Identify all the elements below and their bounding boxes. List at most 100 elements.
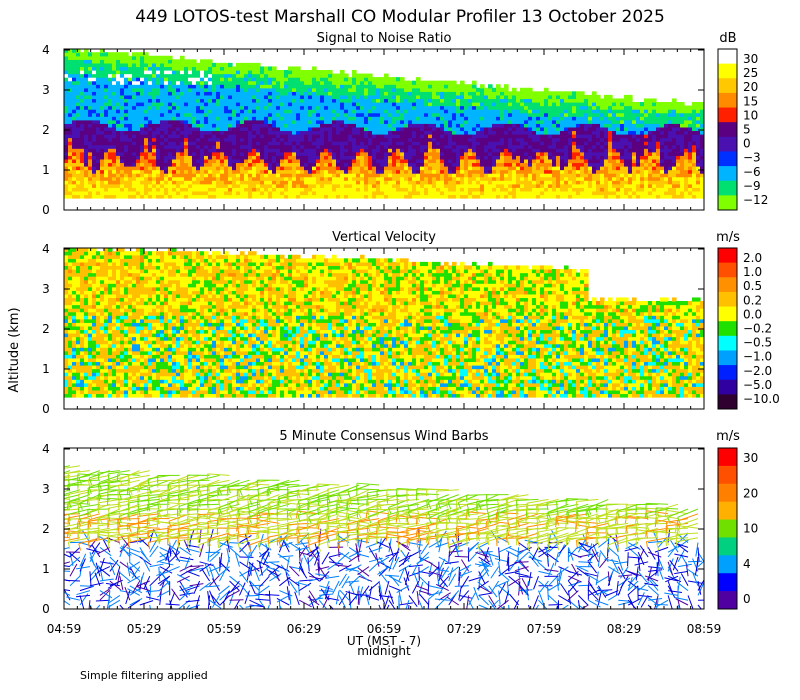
snr-cell (72, 166, 77, 171)
snr-cell (184, 62, 189, 68)
snr-cell (524, 105, 529, 110)
snr-cell (260, 180, 265, 185)
snr-cell (396, 123, 401, 128)
snr-cell (500, 162, 505, 167)
snr-cell (388, 80, 393, 85)
snr-cell (296, 94, 301, 100)
snr-cell (580, 94, 585, 100)
snr-cell (532, 130, 537, 135)
snr-cell (608, 187, 613, 192)
snr-cell (232, 109, 237, 114)
snr-cell (224, 158, 229, 164)
snr-cell (388, 162, 393, 167)
snr-cell (172, 158, 177, 164)
snr-cell (584, 176, 589, 181)
snr-cell (252, 190, 257, 196)
snr-cell (568, 119, 573, 124)
snr-cell (576, 158, 581, 164)
snr-cell (524, 91, 529, 96)
snr-cell (504, 130, 509, 135)
snr-cell (432, 94, 437, 100)
snr-cell (488, 112, 493, 117)
snr-cell (144, 109, 149, 114)
snr-cell (88, 148, 93, 153)
snr-cell (76, 187, 81, 192)
snr-cell (352, 116, 357, 121)
snr-cell (148, 84, 153, 89)
snr-cell (456, 162, 461, 167)
snr-cell (360, 80, 365, 85)
snr-cell (456, 180, 461, 185)
snr-cell (260, 190, 265, 196)
snr-cell (96, 130, 101, 135)
snr-cell (172, 62, 177, 68)
snr-cell (256, 91, 261, 96)
snr-cell (280, 190, 285, 196)
snr-cell (596, 176, 601, 181)
snr-cell (512, 190, 517, 196)
snr-cell (152, 190, 157, 196)
snr-cell (380, 173, 385, 178)
snr-cell (268, 91, 273, 96)
snr-cell (612, 123, 617, 128)
snr-cell (372, 162, 377, 167)
snr-cell (600, 137, 605, 142)
snr-cell (592, 190, 597, 196)
snr-cell (588, 126, 593, 132)
snr-cell (496, 141, 501, 146)
snr-cell (96, 80, 101, 85)
snr-cell (628, 173, 633, 178)
snr-cell (612, 194, 617, 199)
snr-cell (604, 134, 609, 139)
snr-cell (276, 109, 281, 114)
snr-cell (616, 112, 621, 117)
snr-cell (120, 144, 125, 149)
snr-cell (268, 130, 273, 135)
snr-cell (72, 180, 77, 185)
snr-cell (604, 102, 609, 107)
snr-cell (444, 155, 449, 160)
snr-cell (524, 162, 529, 167)
snr-cell (300, 70, 305, 75)
snr-cell (440, 137, 445, 142)
snr-cell (212, 155, 217, 160)
snr-cell (228, 137, 233, 142)
snr-cell (104, 169, 109, 174)
snr-cell (468, 176, 473, 181)
snr-cell (576, 190, 581, 196)
snr-cell (280, 112, 285, 117)
snr-cell (204, 169, 209, 174)
snr-cell (436, 87, 441, 92)
snr-cell (356, 105, 361, 110)
snr-cell (164, 70, 169, 75)
snr-cell (212, 98, 217, 103)
snr-cell (552, 162, 557, 167)
snr-cell (216, 190, 221, 196)
snr-cell (236, 151, 241, 156)
snr-cell (348, 180, 353, 185)
snr-cell (588, 187, 593, 192)
snr-cell (568, 148, 573, 153)
snr-cell (84, 169, 89, 174)
snr-cell (100, 130, 105, 135)
snr-cell (600, 134, 605, 139)
snr-cell (552, 94, 557, 100)
snr-cell (316, 102, 321, 107)
snr-cell (208, 183, 213, 188)
snr-cell (80, 112, 85, 117)
snr-cell (244, 173, 249, 178)
snr-cell (272, 194, 277, 199)
snr-cell (112, 62, 117, 68)
snr-cell (588, 105, 593, 110)
snr-cell (168, 55, 173, 60)
snr-cell (272, 116, 277, 121)
snr-cell (364, 126, 369, 132)
snr-cell (352, 109, 357, 114)
snr-cell (268, 173, 273, 178)
snr-cell (476, 102, 481, 107)
snr-cell (288, 183, 293, 188)
snr-cell (496, 194, 501, 199)
snr-cell (200, 183, 205, 188)
snr-cell (92, 66, 97, 71)
snr-cell (524, 137, 529, 142)
